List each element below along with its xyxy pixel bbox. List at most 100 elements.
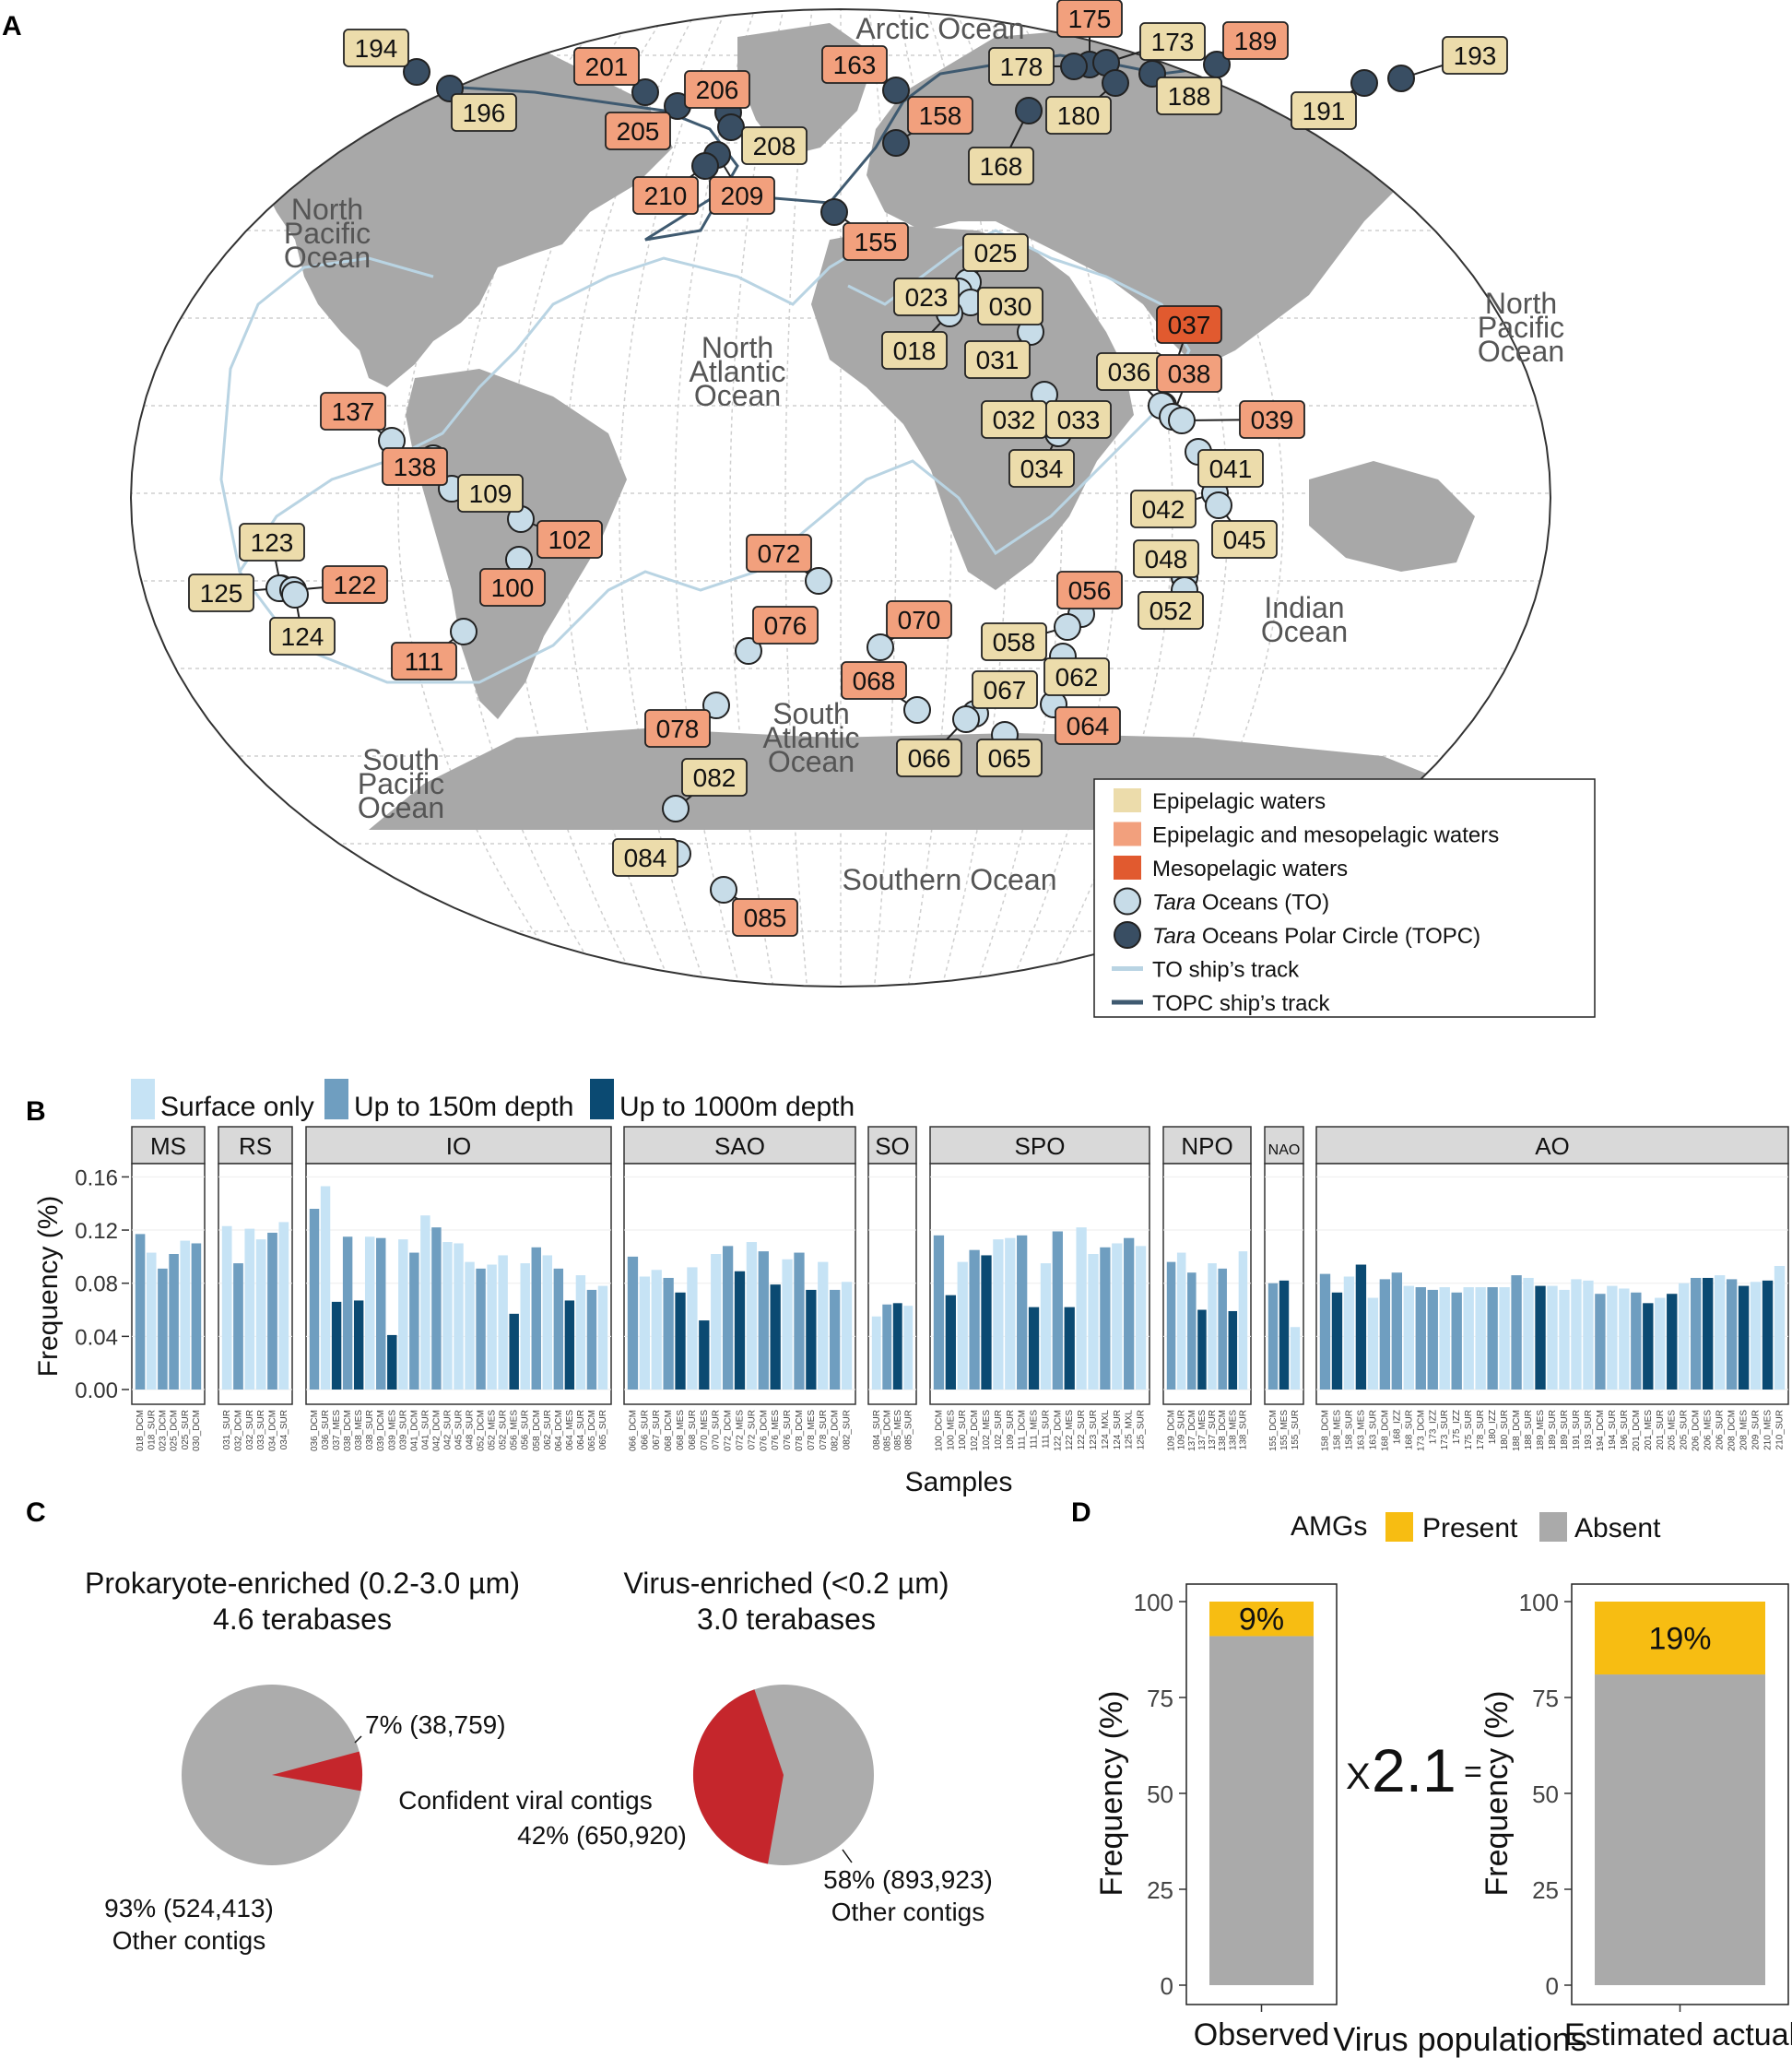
station-badge-034 [1008, 449, 1075, 488]
x-tick-label: 042_SUR [443, 1410, 454, 1449]
bar-SAO-068_MES [675, 1292, 686, 1390]
station-marker-068 [903, 696, 931, 724]
station-marker-178 [1060, 53, 1088, 80]
bar-IO-052_SUR [498, 1255, 508, 1390]
station-badge-038 [1156, 354, 1222, 393]
facet-strip-SPO [929, 1126, 1150, 1165]
station-label-045: 045 [1223, 526, 1267, 554]
x-tick-label: 082_SUR [843, 1410, 853, 1449]
x-tick-label: 100_MES [946, 1410, 956, 1450]
x-tick-label: 032_DCM [234, 1410, 244, 1451]
bar-SAO-066_SUR [639, 1276, 650, 1390]
station-marker-191 [1350, 69, 1378, 97]
station-badge-173 [1139, 22, 1206, 61]
bar-AO-168_DCM [1379, 1279, 1391, 1390]
station-badge-178 [988, 47, 1055, 86]
bar-AO-194_DCM [1595, 1294, 1606, 1390]
bar-IO-041_SUR [420, 1215, 430, 1390]
bar-MS-023_DCM [158, 1268, 168, 1390]
legend-label-epimeso: Epipelagic and mesopelagic waters [1152, 823, 1499, 848]
station-badge-109 [457, 474, 524, 513]
x-tick-label: 138_SUR [1238, 1410, 1248, 1449]
bar-SAO-076_MES [770, 1284, 781, 1390]
legend-label-d: Up to 150m depth [354, 1092, 574, 1122]
station-badge-058 [981, 622, 1047, 661]
contig-pie-panel: Prokaryote-enriched (0.2-3.0 µm)4.6 tera… [85, 1567, 993, 1955]
bar-AO-210_SUR [1774, 1265, 1786, 1390]
station-badge-122 [322, 565, 388, 604]
australia-landmass [1309, 461, 1475, 572]
bar-IO-056_MES [509, 1313, 519, 1390]
bar-AO-201_SUR [1655, 1297, 1666, 1390]
pie-subtitle-0: 4.6 terabases [213, 1603, 392, 1636]
bar-SPO-102_DCM [969, 1249, 980, 1390]
x-tick-label: 018_DCM [136, 1410, 146, 1451]
bar-IO-062_SUR [542, 1255, 553, 1390]
x-tick-label: 173_SUR [1440, 1410, 1450, 1449]
station-badge-201 [573, 47, 640, 86]
bar-SO-085_DCM [882, 1304, 892, 1390]
legend-swatch-d [324, 1079, 348, 1119]
multiplier-suffix: = [1464, 1755, 1482, 1790]
bar-AO-206_MES [1702, 1277, 1714, 1390]
station-marker-070 [867, 633, 894, 661]
amg-x-tick-label-1: Estimated actual [1564, 2017, 1792, 2052]
amg-y-axis-title: Frequency (%) [1094, 1691, 1129, 1897]
x-tick-label: 111_DCM [1018, 1410, 1028, 1450]
frequency-bar-panel: Surface only Up to 150m depth Up to 1000m … [33, 1079, 1789, 1497]
station-label-058: 058 [993, 628, 1036, 656]
station-label-155: 155 [855, 228, 898, 256]
station-badge-037 [1156, 305, 1222, 344]
amg-y-tick-label: 75 [1532, 1685, 1559, 1712]
x-tick-label: 201_MES [1644, 1410, 1654, 1450]
station-badge-137 [320, 392, 386, 431]
bar-IO-048_SUR [465, 1261, 475, 1390]
bar-AO-206_DCM [1691, 1277, 1702, 1390]
x-tick-label: 052_DCM [477, 1410, 487, 1451]
x-tick-label: 193_SUR [1584, 1410, 1594, 1449]
amg-legend-title: AMGs [1291, 1511, 1367, 1542]
y-tick-label: 0.00 [75, 1378, 118, 1403]
station-badge-163 [821, 45, 888, 84]
bar-SO-085_SUR [903, 1306, 914, 1390]
x-tick-label: 191_SUR [1572, 1410, 1582, 1449]
x-tick-label: 175_IZZ [1452, 1410, 1462, 1444]
station-marker-155 [820, 198, 848, 226]
bar-AO-188_SUR [1523, 1277, 1534, 1390]
panel-label-b: B [26, 1096, 46, 1127]
amg-x-tick-label-0: Observed [1194, 2017, 1329, 2052]
bar-IO-045_SUR [454, 1243, 464, 1390]
x-tick-label: 052_SUR [499, 1410, 509, 1449]
station-badge-045 [1211, 520, 1278, 559]
station-marker-066 [952, 705, 980, 733]
x-tick-label: 163_SUR [1368, 1410, 1378, 1449]
facet-label-SAO: SAO [714, 1132, 765, 1160]
x-tick-label: 067_SUR [652, 1410, 662, 1449]
pie-prokaryote-viral-slice [272, 1751, 363, 1792]
x-tick-label: 072_DCM [724, 1410, 734, 1451]
bar-AO-173_DCM [1415, 1287, 1426, 1390]
bar-AO-163_SUR [1367, 1297, 1379, 1390]
bar-AO-193_SUR [1583, 1280, 1594, 1390]
ocean-label-npo_e: North [1485, 287, 1557, 320]
x-tick-label: 076_MES [771, 1410, 781, 1450]
station-badge-100 [479, 568, 546, 607]
x-tick-label: 109_DCM [1167, 1410, 1177, 1451]
x-tick-label: 076_DCM [759, 1410, 769, 1451]
station-badge-023 [893, 278, 960, 316]
pie-title-1: Virus-enriched (<0.2 µm) [623, 1567, 949, 1600]
station-badge-194 [343, 29, 409, 67]
bar-AO-180_IZZ [1487, 1287, 1498, 1390]
station-badge-168 [968, 147, 1034, 185]
bar-SAO-082_DCM [830, 1289, 841, 1390]
ocean-label-sao: Atlantic [763, 721, 860, 754]
station-label-137: 137 [332, 397, 375, 426]
bar-NAO-155_SUR [1290, 1327, 1301, 1390]
multiplier-value: 2.1 [1372, 1736, 1456, 1804]
x-tick-label: 188_DCM [1512, 1410, 1522, 1451]
x-tick-label: 034_DCM [268, 1410, 278, 1451]
legend-swatch-meso [1114, 856, 1141, 880]
ocean-label-nao: North [701, 331, 773, 364]
x-tick-label: 205_MES [1668, 1410, 1678, 1450]
ocean-label-npo_e: Pacific [1478, 311, 1564, 344]
